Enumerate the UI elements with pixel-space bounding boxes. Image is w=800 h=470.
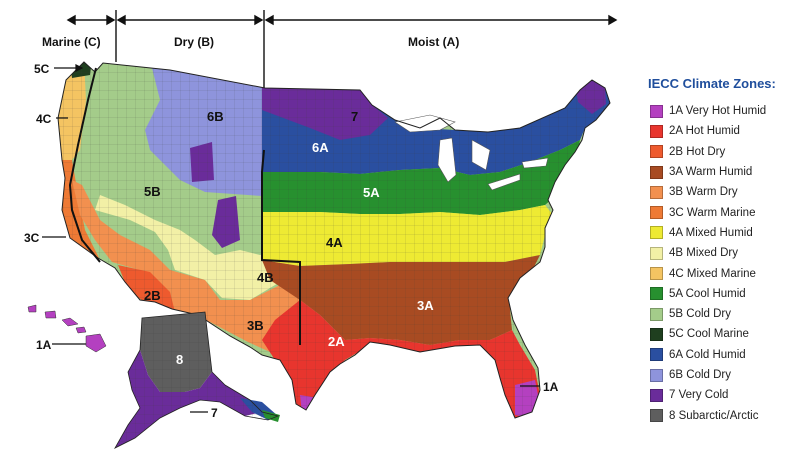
legend-title: IECC Climate Zones: — [648, 76, 776, 91]
zone-label-6a: 6A — [312, 140, 329, 155]
legend-item: 3B Warm Dry — [642, 182, 800, 202]
legend-swatch — [650, 206, 663, 220]
legend-item: 3A Warm Humid — [642, 162, 800, 182]
legend-label: 3C Warm Marine — [669, 206, 756, 219]
zone-label-8: 8 — [176, 352, 183, 367]
legend-swatch — [650, 388, 663, 402]
great-lakes — [394, 114, 549, 191]
legend-label: 5C Cool Marine — [669, 328, 749, 341]
legend-swatch — [650, 246, 663, 260]
callout-4c: 4C — [36, 112, 52, 126]
legend-swatch — [650, 104, 663, 118]
lake-ontario — [521, 157, 549, 169]
zone-label-4a: 4A — [326, 235, 343, 250]
legend-swatch — [650, 327, 663, 341]
lake-michigan — [437, 137, 457, 183]
legend: IECC Climate Zones: 1A Very Hot Humid 2A … — [642, 76, 800, 426]
us-outline — [57, 61, 611, 419]
legend-item: 5C Cool Marine — [642, 324, 800, 344]
lake-huron — [471, 139, 491, 171]
alaska — [114, 311, 280, 449]
legend-item: 5A Cool Humid — [642, 284, 800, 304]
legend-label: 3B Warm Dry — [669, 186, 738, 199]
legend-label: 7 Very Cold — [669, 389, 729, 402]
hawaii-island-3 — [61, 317, 79, 327]
zone-label-3b: 3B — [247, 318, 264, 333]
zone-label-7: 7 — [351, 109, 358, 124]
lake-erie — [487, 173, 521, 191]
arrowhead — [106, 14, 116, 26]
arrowhead — [608, 14, 618, 26]
arrowhead — [254, 14, 264, 26]
legend-item: 1A Very Hot Humid — [642, 101, 800, 121]
marine-dry-boundary — [68, 67, 101, 263]
legend-label: 8 Subarctic/Arctic — [669, 409, 759, 422]
legend-item: 4A Mixed Humid — [642, 223, 800, 243]
legend-label: 6A Cold Humid — [669, 348, 746, 361]
arrowhead — [264, 14, 274, 26]
moist-region-label: Moist (A) — [408, 35, 459, 49]
zone-label-4b: 4B — [257, 270, 274, 285]
legend-item: 2B Hot Dry — [642, 142, 800, 162]
marine-region-label: Marine (C) — [42, 35, 101, 49]
callout-5c: 5C — [34, 62, 50, 76]
hawaii-island-4 — [75, 326, 87, 334]
legend-item: 5B Cold Dry — [642, 304, 800, 324]
legend-label: 4C Mixed Marine — [669, 267, 756, 280]
legend-swatch — [650, 165, 663, 179]
legend-swatch — [650, 226, 663, 240]
moisture-regime-dividers — [66, 10, 618, 150]
lake-superior — [394, 114, 456, 133]
legend-label: 5B Cold Dry — [669, 308, 731, 321]
legend-label: 1A Very Hot Humid — [669, 105, 767, 118]
zone-label-6b: 6B — [207, 109, 224, 124]
legend-label: 2B Hot Dry — [669, 145, 726, 158]
legend-item: 4C Mixed Marine — [642, 263, 800, 283]
legend-label: 6B Cold Dry — [669, 369, 731, 381]
legend-item: 7 Very Cold — [642, 385, 800, 405]
legend-swatch — [650, 409, 663, 423]
legend-swatch — [650, 287, 663, 301]
legend-swatch — [650, 307, 663, 321]
dry-region-label: Dry (B) — [174, 35, 214, 49]
legend-swatch — [650, 145, 663, 159]
zone-label-5a: 5A — [363, 185, 380, 200]
alaska-outline — [114, 311, 280, 449]
hawaii-island-2 — [44, 310, 57, 319]
legend-items: 1A Very Hot Humid 2A Hot Humid 2B Hot Dry 3… — [642, 101, 800, 426]
zone-label-5b: 5B — [144, 184, 161, 199]
legend-label: 4A Mixed Humid — [669, 226, 753, 239]
zone-label-2b: 2B — [144, 288, 161, 303]
callout-7-alaska: 7 — [211, 406, 218, 420]
legend-swatch — [650, 348, 663, 362]
hawaii-island-1 — [27, 304, 37, 313]
legend-label: 5A Cool Humid — [669, 287, 746, 300]
legend-item: 6A Cold Humid — [642, 345, 800, 365]
zone-label-2a: 2A — [328, 334, 345, 349]
legend-item: 6B Cold Dry — [642, 365, 800, 385]
callout-3c: 3C — [24, 231, 40, 245]
legend-item: 8 Subarctic/Arctic — [642, 405, 800, 425]
arrowhead — [75, 64, 84, 72]
legend-label: 4B Mixed Dry — [669, 247, 739, 260]
legend-swatch — [650, 185, 663, 199]
legend-swatch — [650, 124, 663, 138]
legend-item: 4B Mixed Dry — [642, 243, 800, 263]
callout-1a-hawaii: 1A — [36, 338, 52, 352]
hawaii-island-big — [85, 333, 107, 353]
legend-swatch — [650, 368, 663, 382]
dry-moist-boundary — [261, 149, 301, 345]
legend-item: 3C Warm Marine — [642, 202, 800, 222]
zone-label-3a: 3A — [417, 298, 434, 313]
legend-label: 3A Warm Humid — [669, 166, 753, 179]
arrowhead — [116, 14, 126, 26]
legend-swatch — [650, 267, 663, 281]
arrowhead — [66, 14, 76, 26]
callout-1a-florida: 1A — [543, 380, 559, 394]
callout-lines — [42, 64, 540, 413]
legend-item: 2A Hot Humid — [642, 121, 800, 141]
legend-label: 2A Hot Humid — [669, 125, 740, 138]
